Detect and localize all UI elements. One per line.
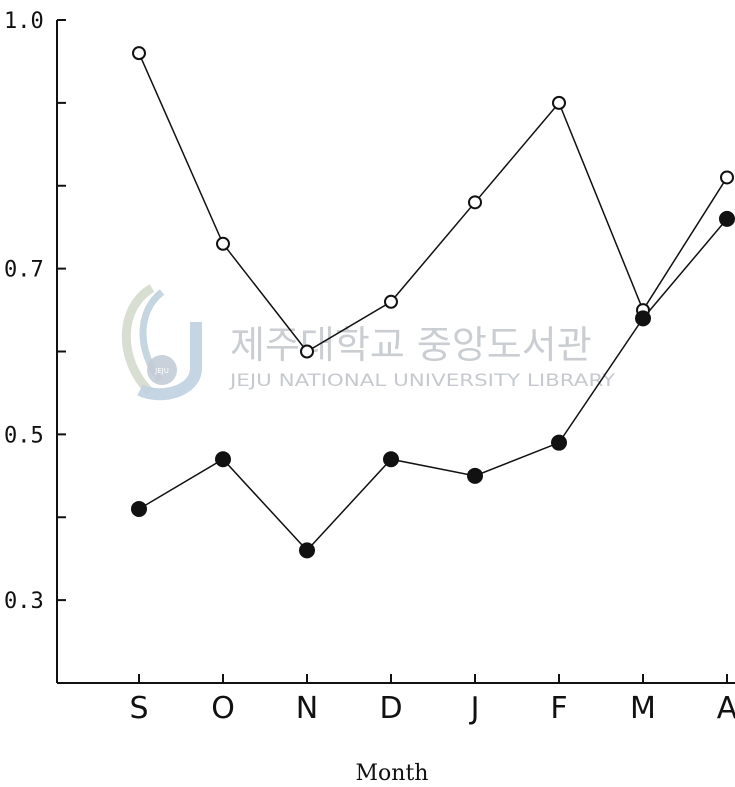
series-1-point [384,294,398,309]
series-1-line [138,52,728,353]
series-2-point [131,500,147,517]
x-tick-label: A [717,691,735,726]
series-layer [131,46,735,559]
series-1-point [300,344,314,359]
series-2-point [383,451,399,468]
watermark-badge: JEJU [154,367,169,375]
series-1-point [720,170,734,185]
y-ticks: 0.3 0.5 0.7 1.0 [4,9,66,614]
x-tick-label: D [379,691,402,726]
series-2-point [635,310,651,327]
series-1-point [216,236,230,251]
series-1-point [132,46,146,61]
x-tick-label: S [129,691,148,726]
y-tick-label: 0.7 [4,258,44,283]
y-tick-label: 0.3 [4,589,44,614]
x-tick-label: N [296,691,318,726]
series-2-line [138,218,728,552]
x-tick-label: M [630,691,656,726]
watermark-english: JEJU NATIONAL UNIVERSITY LIBRARY [229,371,616,391]
y-tick-label: 0.5 [4,423,44,448]
series-1-point [468,195,482,210]
y-tick-label: 1.0 [4,9,44,34]
x-tick-label: O [211,691,235,726]
series-1-point [552,95,566,110]
x-axis-label: Month [356,761,429,786]
series-2-point [467,467,483,484]
series-2-point [551,434,567,451]
x-tick-label: J [469,691,480,726]
series-2-point [719,210,735,227]
library-watermark: JEJU 제주대학교 중앙도서관 JEJU NATIONAL UNIVERSIT… [121,284,616,401]
series-2-point [299,542,315,559]
x-tick-label: F [550,691,567,726]
series-2-point [215,451,231,468]
library-logo: JEJU [121,284,202,401]
watermark-korean: 제주대학교 중앙도서관 [230,323,592,367]
